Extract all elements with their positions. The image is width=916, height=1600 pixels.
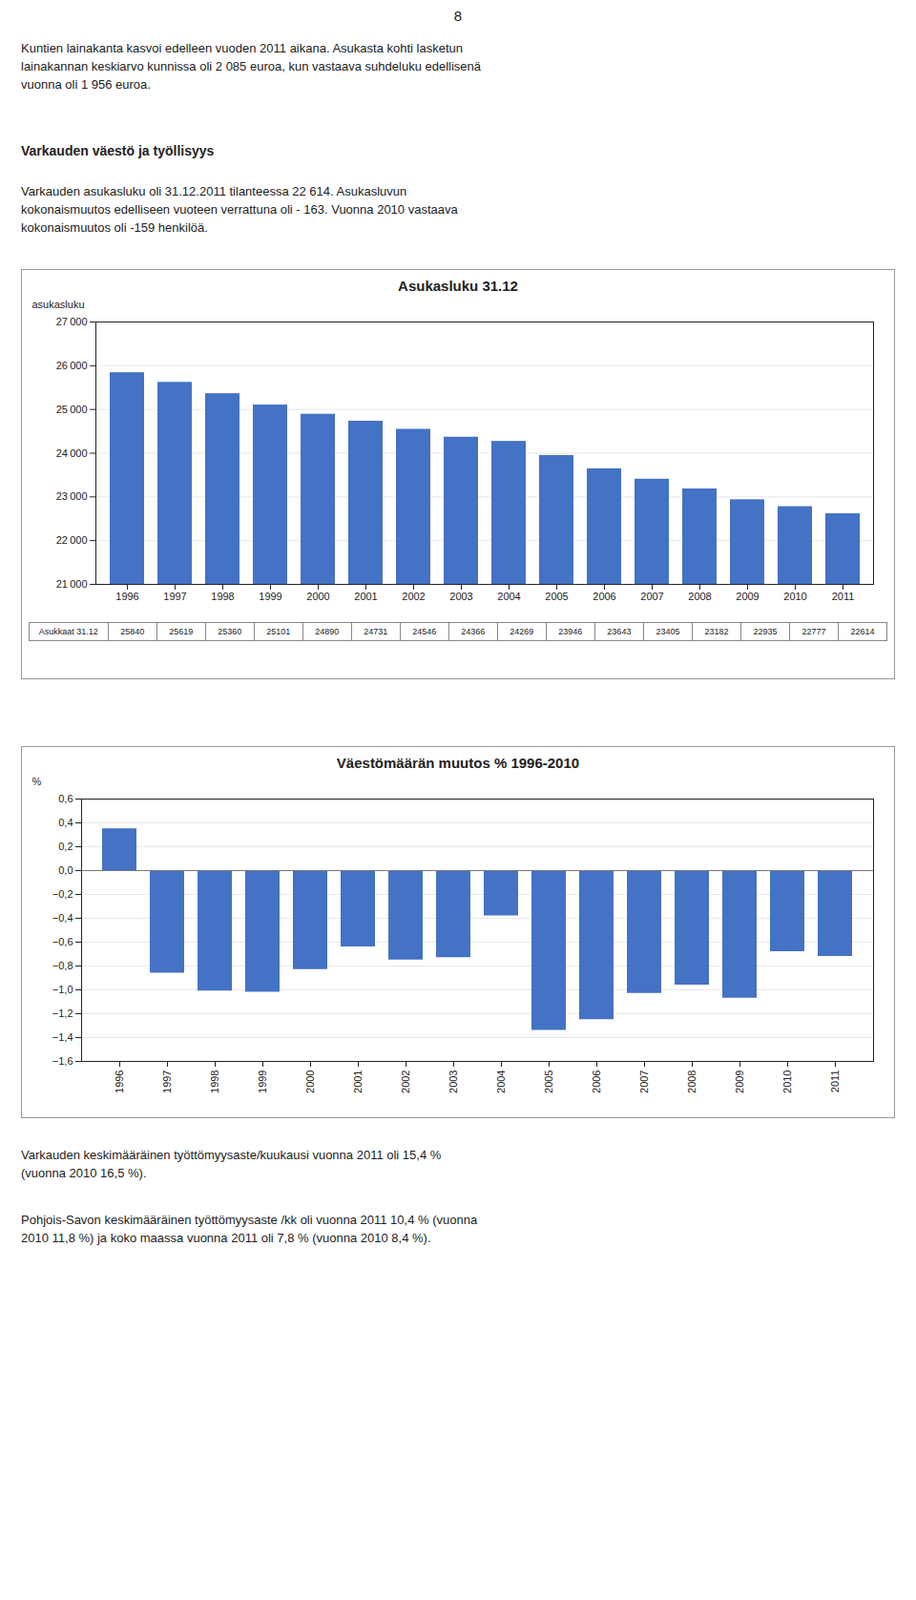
- svg-text:0,6: 0,6: [58, 792, 73, 805]
- svg-text:1999: 1999: [258, 590, 282, 603]
- html-text:22777: 22777: [801, 626, 826, 637]
- html-text:24890: 24890: [315, 626, 340, 637]
- html-text:25360: 25360: [217, 626, 242, 637]
- svg-text:−1,2: −1,2: [52, 1007, 74, 1020]
- svg-text:−0,2: −0,2: [52, 888, 74, 900]
- svg-text:27 000: 27 000: [56, 315, 88, 328]
- svg-text:0,4: 0,4: [58, 816, 73, 829]
- svg-text:−1,6: −1,6: [52, 1055, 74, 1067]
- html-text:lainakannan keskiarvo kunnissa: lainakannan keskiarvo kunnissa oli 2 085…: [20, 58, 481, 74]
- html-text:Asukasluku 31.12: Asukasluku 31.12: [397, 277, 519, 294]
- svg-text:2005: 2005: [544, 590, 568, 603]
- svg-text:asukasluku: asukasluku: [32, 298, 85, 311]
- svg-text:2002: 2002: [401, 590, 425, 603]
- svg-text:2004: 2004: [497, 590, 521, 603]
- svg-text:−1,0: −1,0: [52, 983, 74, 996]
- html-text:23405: 23405: [655, 626, 680, 637]
- svg-text:−0,8: −0,8: [52, 959, 74, 972]
- svg-text:0,2: 0,2: [58, 840, 73, 853]
- svg-text:1997: 1997: [161, 1070, 173, 1094]
- html-text:Varkauden väestö ja työllisyys: Varkauden väestö ja työllisyys: [20, 143, 215, 159]
- svg-text:24 000: 24 000: [56, 447, 88, 459]
- html-text:Kuntien lainakanta kasvoi edel: Kuntien lainakanta kasvoi edelleen vuode…: [20, 41, 463, 56]
- svg-text:1996: 1996: [115, 590, 139, 603]
- html-text:25840: 25840: [120, 626, 145, 637]
- svg-text:2011: 2011: [829, 1070, 841, 1094]
- svg-text:2000: 2000: [304, 1070, 316, 1094]
- svg-text:1998: 1998: [208, 1070, 221, 1094]
- svg-text:2001: 2001: [352, 1070, 364, 1094]
- html-text:2010 11,8 %) ja koko maassa vu: 2010 11,8 %) ja koko maassa vuonna 2011 …: [20, 1230, 431, 1245]
- svg-text:2006: 2006: [592, 590, 616, 603]
- svg-text:−1,4: −1,4: [52, 1031, 74, 1043]
- html-text:kokonaismuutos edelliseen vuot: kokonaismuutos edelliseen vuoteen verrat…: [20, 202, 458, 217]
- svg-text:2009: 2009: [735, 590, 759, 603]
- html-text:(vuonna 2010 16,5 %).: (vuonna 2010 16,5 %).: [20, 1165, 147, 1181]
- html-text:Väestömäärän muutos % 1996-201: Väestömäärän muutos % 1996-2010: [336, 754, 580, 771]
- svg-text:2006: 2006: [590, 1070, 603, 1094]
- svg-text:2002: 2002: [399, 1070, 412, 1094]
- html-text:Varkauden keskimääräinen tyött: Varkauden keskimääräinen työttömyysaste/…: [20, 1147, 442, 1163]
- html-text:22614: 22614: [850, 626, 875, 637]
- svg-text:2009: 2009: [733, 1070, 746, 1094]
- svg-text:2007: 2007: [640, 590, 664, 603]
- svg-text:25 000: 25 000: [56, 403, 88, 416]
- svg-text:2010: 2010: [783, 590, 807, 603]
- svg-text:%: %: [32, 775, 42, 788]
- svg-text:2008: 2008: [687, 590, 711, 603]
- svg-text:23 000: 23 000: [56, 490, 88, 502]
- html-text:Varkauden asukasluku oli 31.12: Varkauden asukasluku oli 31.12.2011 tila…: [20, 184, 407, 199]
- html-text:kokonaismuutos oli -159 henkil: kokonaismuutos oli -159 henkilöä.: [20, 220, 208, 235]
- html-text:25101: 25101: [266, 626, 291, 637]
- svg-text:1999: 1999: [256, 1070, 269, 1094]
- svg-text:2008: 2008: [686, 1070, 698, 1094]
- svg-text:2003: 2003: [447, 1070, 459, 1094]
- svg-text:1996: 1996: [113, 1070, 125, 1094]
- svg-text:26 000: 26 000: [56, 359, 88, 372]
- svg-text:0,0: 0,0: [58, 864, 73, 876]
- svg-text:22 000: 22 000: [56, 534, 88, 546]
- svg-text:2003: 2003: [449, 590, 473, 603]
- svg-text:2000: 2000: [306, 590, 330, 603]
- svg-text:21 000: 21 000: [56, 578, 88, 590]
- html-text:24366: 24366: [461, 626, 486, 637]
- html-text:23182: 23182: [704, 626, 729, 637]
- svg-text:1998: 1998: [210, 590, 234, 603]
- svg-text:2001: 2001: [353, 590, 377, 603]
- html-text:24546: 24546: [412, 626, 437, 637]
- svg-text:1997: 1997: [163, 590, 187, 603]
- svg-text:2007: 2007: [638, 1070, 650, 1094]
- html-text:23643: 23643: [607, 626, 632, 637]
- svg-text:−0,4: −0,4: [52, 912, 74, 924]
- html-text:Asukkaat 31.12: Asukkaat 31.12: [38, 626, 99, 637]
- html-text:vuonna oli 1 956 euroa.: vuonna oli 1 956 euroa.: [20, 77, 151, 92]
- svg-text:2004: 2004: [495, 1070, 507, 1094]
- html-text:25619: 25619: [169, 626, 194, 637]
- html-text:22935: 22935: [753, 626, 778, 637]
- html-text:23946: 23946: [558, 626, 583, 637]
- svg-text:−0,6: −0,6: [52, 936, 74, 948]
- svg-text:2011: 2011: [832, 590, 855, 603]
- html-text:Pohjois-Savon keskimääräinen t: Pohjois-Savon keskimääräinen työttömyysa…: [20, 1212, 478, 1228]
- svg-text:2005: 2005: [542, 1070, 555, 1094]
- html-text:8: 8: [453, 7, 463, 24]
- svg-text:2010: 2010: [781, 1070, 793, 1094]
- html-text:24731: 24731: [363, 626, 388, 637]
- html-text:24269: 24269: [509, 626, 534, 637]
